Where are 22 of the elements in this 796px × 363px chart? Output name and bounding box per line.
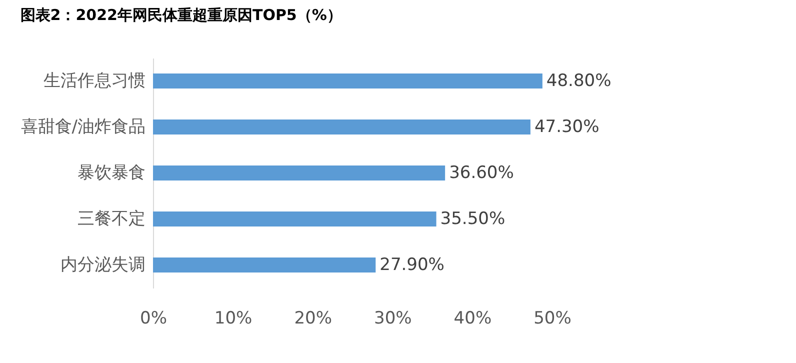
y-tick-label: 生活作息习惯 (44, 71, 146, 91)
y-tick-label: 喜甜食/油炸食品 (20, 117, 146, 137)
y-tick-label: 内分泌失调 (60, 255, 146, 275)
x-tick-label: 20% (294, 308, 332, 328)
x-tick-label: 0% (140, 308, 167, 328)
data-label: 47.30% (534, 117, 600, 137)
data-label: 27.90% (380, 255, 444, 275)
y-tick-label: 三餐不定 (78, 209, 146, 229)
x-tick-label: 50% (534, 308, 572, 328)
bar (153, 120, 530, 134)
data-label: 35.50% (440, 209, 506, 229)
x-tick-label: 10% (214, 308, 252, 328)
bar (153, 74, 542, 88)
x-tick-label: 40% (454, 308, 492, 328)
y-tick-label: 暴饮暴食 (78, 163, 146, 183)
x-tick-label: 30% (374, 308, 412, 328)
bar (153, 212, 436, 226)
data-label: 36.60% (449, 163, 514, 183)
bar (153, 258, 376, 272)
bar (153, 166, 446, 180)
chart-title: 图表2：2022年网民体重超重原因TOP5（%） (20, 6, 342, 24)
data-label: 48.80% (546, 71, 612, 91)
